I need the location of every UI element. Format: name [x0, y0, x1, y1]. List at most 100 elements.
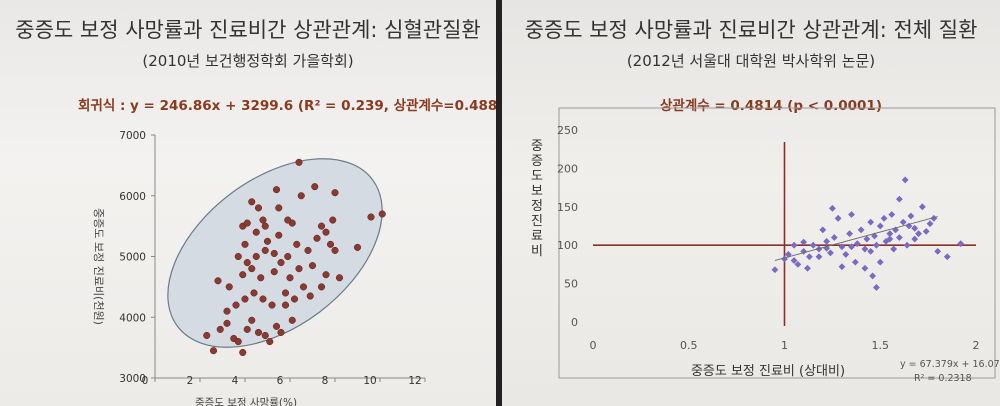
slide-left: 중증도 보정 사망률과 진료비간 상관관계: 심혈관질환 (2010년 보건행정…: [0, 0, 496, 406]
data-point: [823, 244, 831, 252]
data-point: [869, 272, 876, 280]
data-point: [295, 158, 303, 166]
data-point: [248, 265, 256, 273]
data-point: [234, 338, 242, 346]
data-point: [329, 216, 337, 224]
data-point: [886, 230, 894, 238]
data-point: [203, 331, 211, 340]
data-point: [867, 218, 875, 226]
data-point: [214, 277, 222, 285]
data-point: [216, 325, 224, 333]
data-point: [261, 246, 269, 254]
data-point: [275, 231, 283, 239]
data-point: [284, 252, 292, 261]
data-point: [926, 220, 934, 228]
data-point: [838, 263, 846, 271]
data-point: [867, 247, 875, 255]
data-point: [241, 295, 249, 303]
data-point: [243, 259, 251, 267]
data-point: [957, 240, 965, 248]
data-point: [830, 234, 838, 241]
data-point: [299, 283, 308, 291]
x-tick-label: 2: [973, 339, 980, 352]
data-point: [254, 204, 263, 212]
data-point: [888, 211, 896, 218]
data-point: [243, 325, 251, 333]
y-tick-label: 4000: [119, 312, 146, 324]
x-axis-label: 중증도 보정 사망률(%): [195, 397, 297, 406]
data-point: [306, 292, 314, 300]
data-point: [915, 230, 922, 238]
data-point: [263, 237, 272, 245]
scatter-plot-all-diseases: 0 50 100 150 200 250 0 0.5 1 1.5 2 중증도 보정 진료비 (상대비)…: [531, 107, 1000, 384]
data-point: [281, 301, 290, 309]
data-point: [270, 249, 278, 258]
data-point: [880, 214, 888, 222]
slide-right: 중증도 보정 사망률과 진료비간 상관관계: 전체 질환 (2012년 서울대 …: [502, 0, 1000, 406]
data-point: [257, 274, 265, 282]
data-point: [335, 274, 344, 282]
data-point: [901, 176, 909, 184]
data-point: [907, 212, 915, 220]
y-tick-label: 5000: [119, 252, 146, 264]
data-point: [871, 232, 878, 240]
data-point: [261, 222, 269, 230]
data-point: [288, 316, 296, 324]
data-point: [934, 247, 942, 255]
data-point: [851, 258, 859, 266]
y-tick-label: 250: [557, 124, 578, 137]
data-point: [922, 227, 930, 235]
data-point: [781, 255, 788, 263]
data-point: [270, 268, 278, 276]
y-tick-label: 50: [564, 278, 578, 291]
y-tick-label: 6000: [119, 191, 146, 203]
y-tick-label: 7000: [119, 130, 146, 142]
data-point: [911, 224, 919, 232]
data-point: [896, 195, 903, 203]
data-point: [252, 252, 260, 261]
data-point: [241, 240, 249, 248]
x-tick-label: 8: [322, 375, 329, 387]
data-point: [815, 253, 823, 261]
x-tick-label: 10: [363, 375, 376, 387]
data-point: [277, 259, 285, 267]
data-point: [223, 319, 231, 327]
data-point: [317, 222, 326, 230]
data-point: [322, 228, 330, 236]
data-point: [899, 218, 907, 226]
data-point: [295, 265, 303, 273]
data-point: [254, 328, 263, 336]
data-point: [272, 322, 281, 330]
data-point: [930, 214, 938, 222]
data-point: [275, 204, 283, 212]
scatter-plot-cardiovascular: 3000 4000 5000 6000 7000 0 2 4 6 8 10 12 중증도 보정 사망률(…: [92, 130, 426, 406]
chart-subtitle: (2010년 보건행정학회 가을학회): [142, 52, 354, 70]
data-point: [232, 301, 240, 309]
data-point: [794, 261, 802, 268]
data-point: [918, 203, 926, 211]
data-point: [853, 240, 861, 248]
x-tick-label: 0: [590, 339, 597, 352]
x-tick-label: 0: [142, 375, 149, 387]
x-tick-label: 12: [408, 375, 421, 387]
data-point: [326, 240, 335, 248]
data-point: [805, 253, 813, 261]
data-point: [903, 241, 911, 249]
data-point: [367, 213, 375, 221]
data-point: [259, 295, 267, 303]
data-point: [848, 243, 855, 251]
data-point: [290, 295, 299, 303]
data-point: [911, 235, 919, 243]
data-point: [790, 241, 798, 249]
data-point: [827, 249, 834, 257]
data-point: [890, 245, 898, 253]
data-point: [268, 301, 276, 309]
correlation-annotation: 상관계수 = 0.4814 (p < 0.0001): [660, 98, 882, 114]
data-point: [378, 210, 386, 218]
data-point: [223, 307, 231, 315]
data-point: [281, 289, 290, 297]
data-point: [857, 226, 865, 234]
data-point: [225, 283, 233, 291]
data-point: [838, 243, 846, 251]
data-point: [259, 216, 267, 224]
